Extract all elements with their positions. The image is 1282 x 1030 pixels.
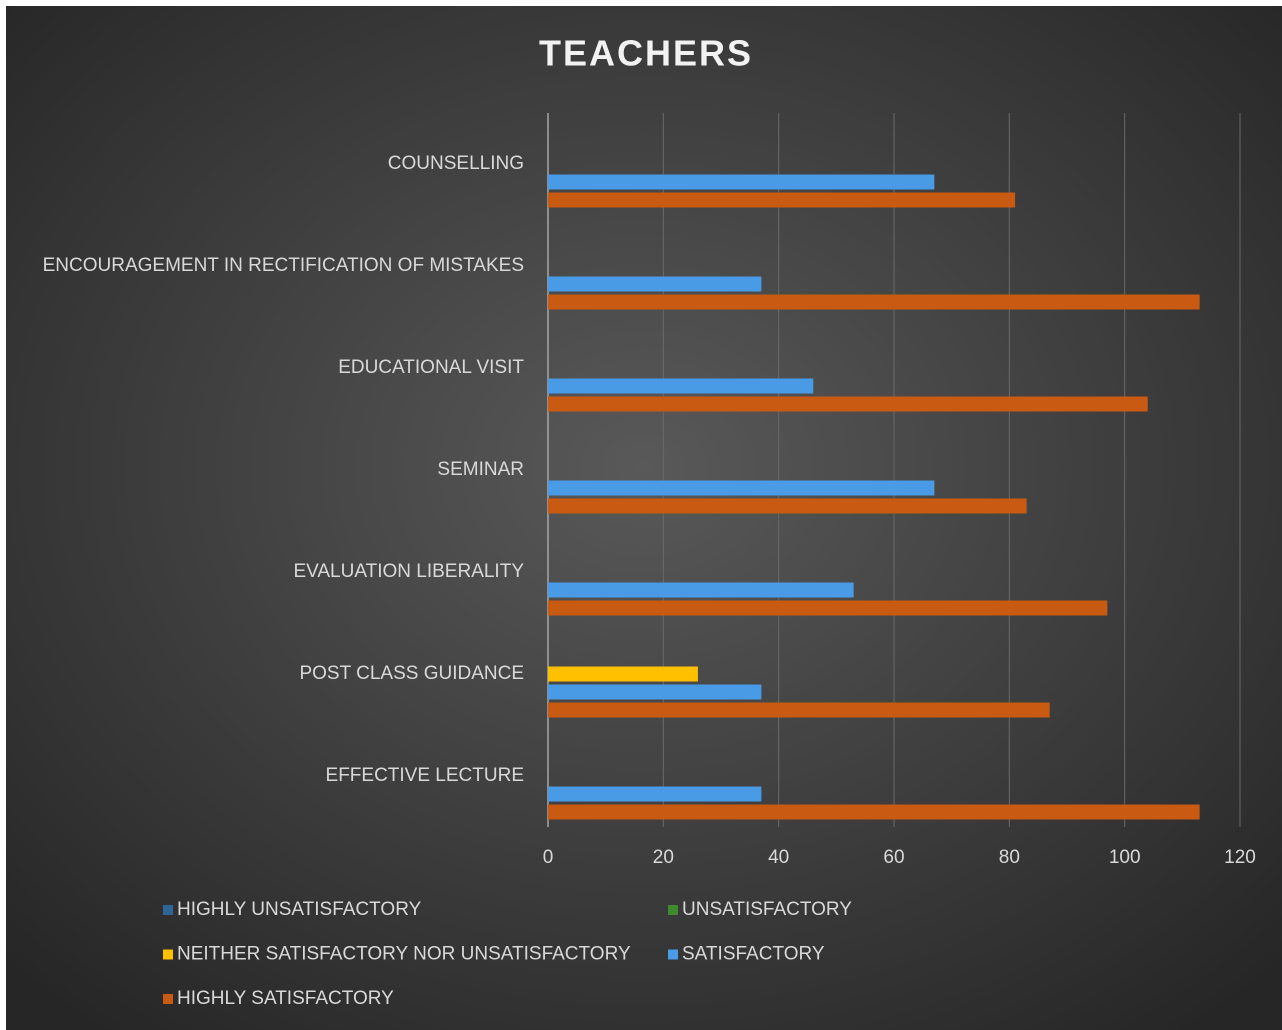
bar [548,294,1200,310]
legend-swatch [668,949,678,960]
bar [548,276,762,292]
bar [548,702,1050,718]
y-tick-label: COUNSELLING [388,153,524,174]
bar [548,600,1108,616]
x-tick-label: 0 [543,847,554,868]
bar [548,684,762,700]
x-tick-label: 100 [1109,847,1141,868]
bar [548,666,698,682]
bar [548,174,935,190]
bar [548,480,935,496]
legend-label: NEITHER SATISFACTORY NOR UNSATISFACTORY [177,944,631,965]
legend-label: HIGHLY UNSATISFACTORY [177,899,422,920]
y-tick-label: ENCOURAGEMENT IN RECTIFICATION OF MISTAK… [43,255,524,276]
bar [548,192,1016,208]
legend-swatch [163,905,173,915]
legend-swatch [163,949,173,960]
y-tick-label: EDUCATIONAL VISIT [338,357,524,378]
bar [548,396,1148,412]
legend-label: HIGHLY SATISFACTORY [177,988,394,1009]
legend-label: UNSATISFACTORY [682,899,852,920]
x-tick-label: 80 [999,847,1020,868]
chart-title: TEACHERS [539,33,753,74]
y-tick-label: EVALUATION LIBERALITY [293,561,524,582]
bar [548,804,1200,820]
bar [548,378,814,394]
x-tick-label: 120 [1224,847,1256,868]
bar [548,582,854,598]
legend-swatch [668,905,678,915]
legend-swatch [163,994,173,1004]
bar [548,786,762,802]
x-tick-label: 60 [883,847,904,868]
x-tick-label: 20 [653,847,674,868]
x-tick-label: 40 [768,847,789,868]
chart-background [6,6,1282,1030]
legend-label: SATISFACTORY [682,944,825,965]
y-tick-label: SEMINAR [437,459,524,480]
y-tick-label: POST CLASS GUIDANCE [299,663,524,684]
bar [548,498,1027,514]
y-tick-label: EFFECTIVE LECTURE [326,765,524,786]
